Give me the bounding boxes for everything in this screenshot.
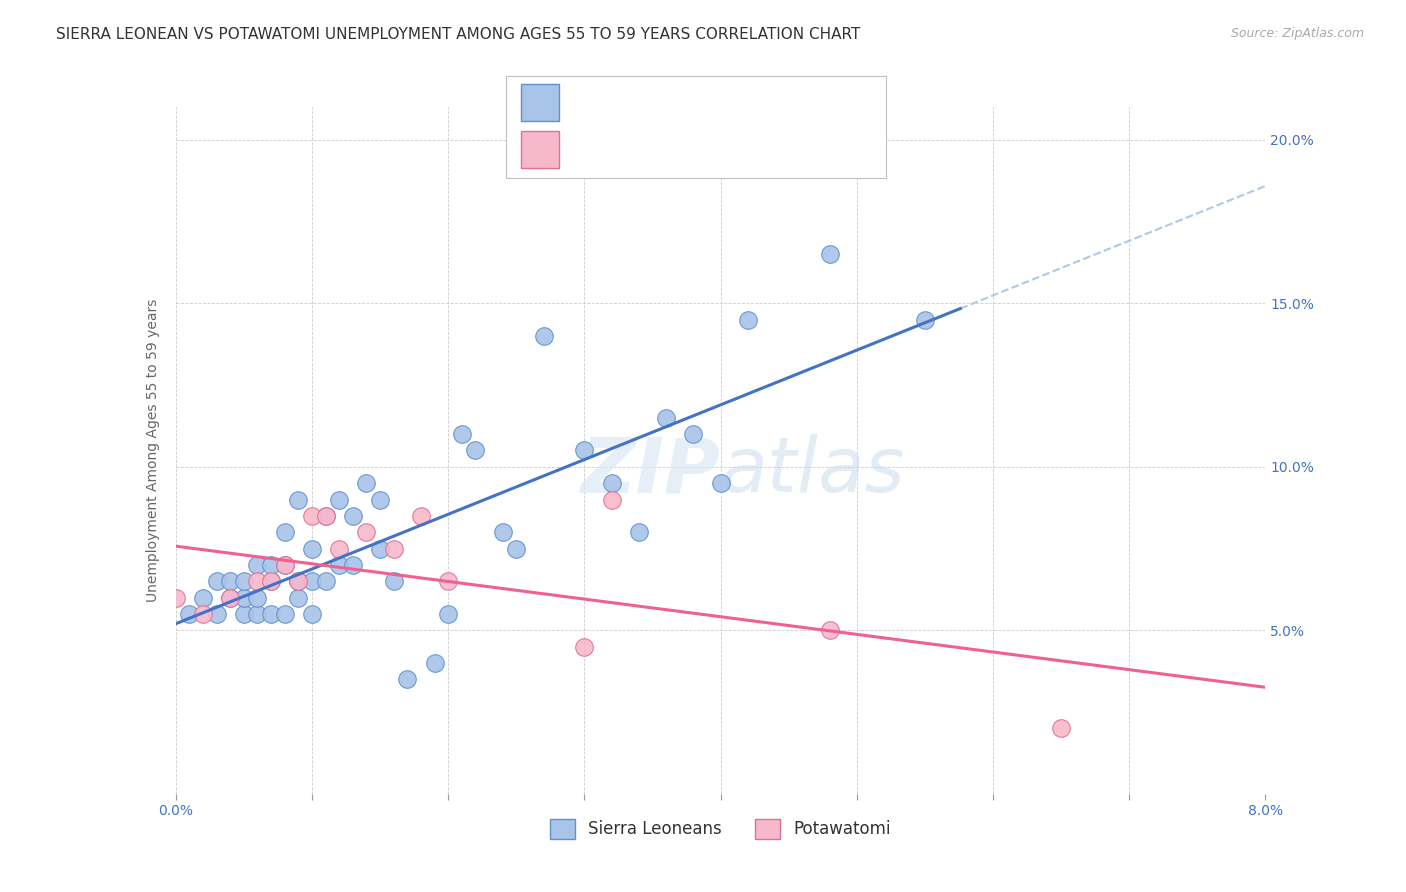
Point xyxy=(818,624,841,638)
Point xyxy=(205,574,228,589)
Point xyxy=(382,574,405,589)
Point xyxy=(328,558,350,572)
Point xyxy=(260,607,283,621)
Point xyxy=(737,312,759,326)
Point xyxy=(179,607,201,621)
Point xyxy=(287,574,309,589)
Point xyxy=(246,558,269,572)
Point xyxy=(342,558,364,572)
Point xyxy=(274,558,297,572)
Point xyxy=(191,591,214,605)
Point xyxy=(450,427,472,442)
Point xyxy=(219,591,242,605)
Point xyxy=(437,574,460,589)
Point xyxy=(287,574,309,589)
Point xyxy=(368,492,391,507)
Text: 18: 18 xyxy=(779,141,803,159)
FancyBboxPatch shape xyxy=(506,76,886,178)
Point xyxy=(301,607,323,621)
Text: ZIP: ZIP xyxy=(581,434,721,508)
Point xyxy=(287,492,309,507)
Point xyxy=(328,541,350,556)
Point xyxy=(287,591,309,605)
Point xyxy=(232,607,254,621)
Point xyxy=(914,312,936,326)
Point xyxy=(246,574,269,589)
Point xyxy=(301,574,323,589)
Point xyxy=(574,443,596,458)
Point xyxy=(356,476,378,491)
Point xyxy=(315,574,337,589)
Point xyxy=(368,541,391,556)
Point xyxy=(574,640,596,654)
Bar xyxy=(522,84,560,121)
Text: Source: ZipAtlas.com: Source: ZipAtlas.com xyxy=(1230,27,1364,40)
Bar xyxy=(522,131,560,168)
Point xyxy=(533,329,555,343)
Point xyxy=(274,607,297,621)
Point xyxy=(274,525,297,540)
Point xyxy=(219,591,242,605)
Point xyxy=(191,607,214,621)
Point xyxy=(505,541,527,556)
Point xyxy=(600,476,623,491)
Text: N =: N = xyxy=(727,94,763,112)
Y-axis label: Unemployment Among Ages 55 to 59 years: Unemployment Among Ages 55 to 59 years xyxy=(146,299,160,602)
Point xyxy=(260,558,283,572)
Point xyxy=(464,443,486,458)
Point xyxy=(710,476,733,491)
Point xyxy=(600,492,623,507)
Point xyxy=(246,591,269,605)
Point xyxy=(492,525,515,540)
Point xyxy=(342,508,364,523)
Point xyxy=(301,541,323,556)
Text: N =: N = xyxy=(727,141,763,159)
Text: atlas: atlas xyxy=(721,434,905,508)
Point xyxy=(232,591,254,605)
Point xyxy=(219,574,242,589)
Text: SIERRA LEONEAN VS POTAWATOMI UNEMPLOYMENT AMONG AGES 55 TO 59 YEARS CORRELATION : SIERRA LEONEAN VS POTAWATOMI UNEMPLOYMEN… xyxy=(56,27,860,42)
Point xyxy=(260,574,283,589)
Point xyxy=(232,574,254,589)
Point xyxy=(328,492,350,507)
Text: R =: R = xyxy=(575,94,610,112)
Point xyxy=(260,574,283,589)
Point xyxy=(315,508,337,523)
Point xyxy=(818,247,841,261)
Text: R =: R = xyxy=(575,141,610,159)
Text: -0.357: -0.357 xyxy=(627,141,688,159)
Point xyxy=(682,427,704,442)
Point xyxy=(356,525,378,540)
Point xyxy=(409,508,432,523)
Point xyxy=(437,607,460,621)
Point xyxy=(205,607,228,621)
Legend: Sierra Leoneans, Potawatomi: Sierra Leoneans, Potawatomi xyxy=(541,810,900,847)
Point xyxy=(423,656,446,670)
Point xyxy=(655,410,678,425)
Point xyxy=(1050,722,1073,736)
Text: 51: 51 xyxy=(779,94,803,112)
Point xyxy=(274,558,297,572)
Text: 0.723: 0.723 xyxy=(627,94,681,112)
Point xyxy=(246,607,269,621)
Point xyxy=(301,508,323,523)
Point xyxy=(396,673,419,687)
Point xyxy=(627,525,650,540)
Point xyxy=(315,508,337,523)
Point xyxy=(382,541,405,556)
Point xyxy=(165,591,187,605)
